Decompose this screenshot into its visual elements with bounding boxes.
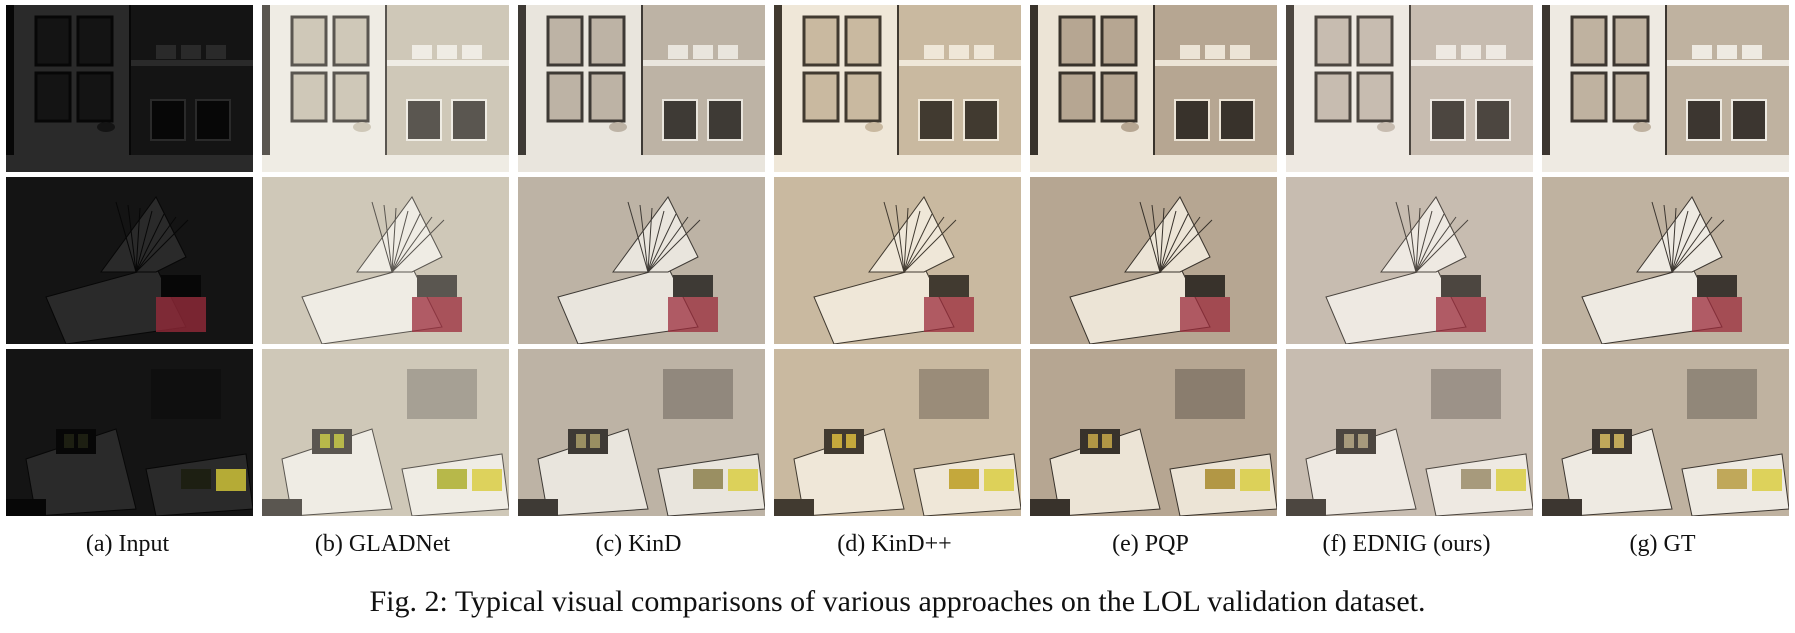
image-panel-pqp-row3 — [1030, 349, 1277, 516]
image-panel-gt-row1 — [1542, 5, 1789, 172]
image-panel-input-row1 — [6, 5, 253, 172]
image-panel-gt-row2 — [1542, 177, 1789, 344]
figure-caption: Fig. 2: Typical visual comparisons of va… — [369, 585, 1426, 618]
image-panel-gladnet-row3 — [262, 349, 509, 516]
image-panel-input-row2 — [6, 177, 253, 344]
image-panel-gladnet-row2 — [262, 177, 509, 344]
label-kind: (c) KinD — [595, 531, 682, 557]
image-panel-ednig-row3 — [1286, 349, 1533, 516]
image-panel-kind-row1 — [518, 5, 765, 172]
label-gt: (g) GT — [1629, 531, 1696, 557]
image-panel-ednig-row1 — [1286, 5, 1533, 172]
image-panel-kindpp-row3 — [774, 349, 1021, 516]
label-ednig: (f) EDNIG (ours) — [1322, 531, 1491, 557]
label-input: (a) Input — [85, 531, 170, 557]
image-panel-pqp-row1 — [1030, 5, 1277, 172]
image-panel-pqp-row2 — [1030, 177, 1277, 344]
comparison-image-grid — [6, 5, 1790, 516]
label-gladnet: (b) GLADNet — [314, 531, 451, 557]
image-panel-kindpp-row2 — [774, 177, 1021, 344]
image-panel-gt-row3 — [1542, 349, 1789, 516]
image-panel-gladnet-row1 — [262, 5, 509, 172]
label-kindpp: (d) KinD++ — [837, 531, 952, 557]
image-panel-ednig-row2 — [1286, 177, 1533, 344]
image-panel-kindpp-row1 — [774, 5, 1021, 172]
image-panel-input-row3 — [6, 349, 253, 516]
label-pqp: (e) PQP — [1112, 531, 1189, 557]
image-panel-kind-row3 — [518, 349, 765, 516]
image-panel-kind-row2 — [518, 177, 765, 344]
